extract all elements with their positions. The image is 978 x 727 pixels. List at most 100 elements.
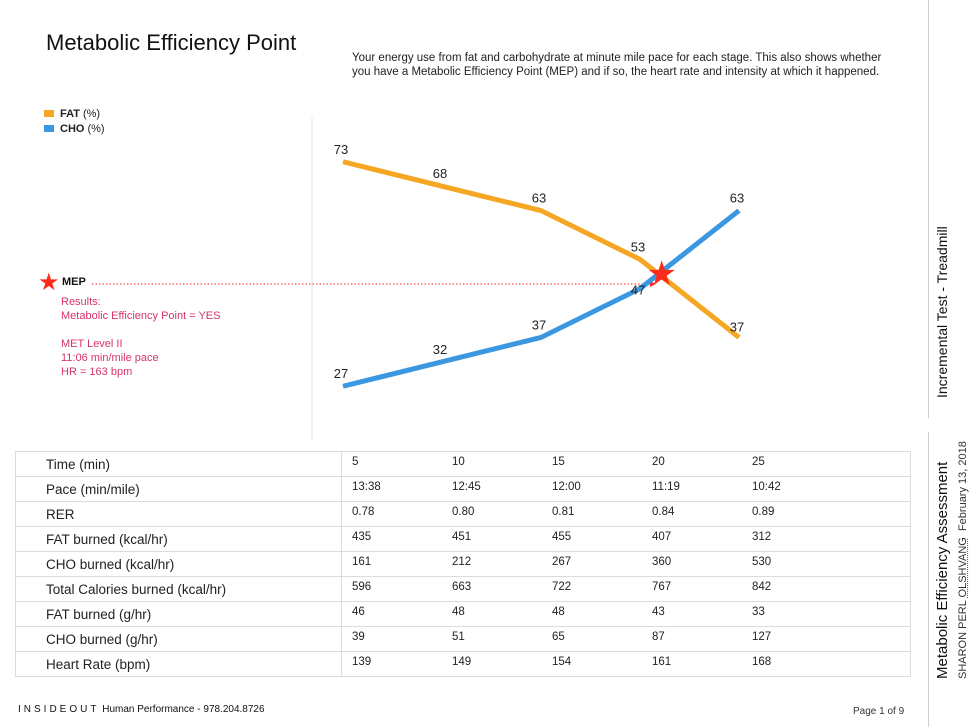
row-values: 39 51 65 87 127: [341, 626, 911, 652]
data-label: 73: [334, 142, 348, 157]
data-label: 68: [433, 166, 447, 181]
page-number: Page 1 of 9: [853, 706, 905, 717]
table-row: RER 0.78 0.80 0.81 0.84 0.89: [15, 501, 911, 527]
row-label: Total Calories burned (kcal/hr): [15, 576, 342, 602]
table-cell: 20: [652, 456, 665, 468]
table-cell: 127: [752, 631, 772, 643]
row-values: 13:38 12:45 12:00 11:19 10:42: [341, 476, 911, 502]
results-line: Metabolic Efficiency Point = YES: [61, 310, 221, 322]
row-values: 435 451 455 407 312: [341, 526, 911, 552]
client-first-name: SHARON PERL: [957, 597, 969, 679]
table-cell: 149: [452, 656, 472, 668]
page-title: Metabolic Efficiency Point: [46, 30, 297, 55]
table-cell: 455: [552, 531, 572, 543]
row-values: 0.78 0.80 0.81 0.84 0.89: [341, 501, 911, 527]
row-label: FAT burned (g/hr): [15, 601, 342, 627]
legend-item-fat: FAT (%): [44, 106, 105, 121]
table-row: CHO burned (g/hr) 39 51 65 87 127: [15, 626, 911, 652]
client-and-date: SHARON PERL OLSHVANG February 13, 2018: [957, 441, 969, 679]
table-row: Heart Rate (bpm) 139 149 154 161 168: [15, 651, 911, 677]
data-label: 37: [730, 319, 744, 334]
footer-brand: INSIDEOUT Human Performance - 978.204.87…: [18, 704, 265, 715]
table-cell: 13:38: [352, 481, 381, 493]
table-cell: 15: [552, 456, 565, 468]
table-cell: 767: [652, 581, 672, 593]
table-cell: 33: [752, 606, 765, 618]
legend-item-cho: CHO (%): [44, 121, 105, 136]
row-values: 46 48 48 43 33: [341, 601, 911, 627]
table-cell: 168: [752, 656, 772, 668]
brand-tagline: Human Performance - 978.204.8726: [102, 704, 265, 715]
chart-legend: FAT (%) CHO (%): [44, 106, 105, 136]
row-label: Pace (min/mile): [15, 476, 342, 502]
metabolic-chart: 73 68 63 53 37 27 32 37 47 63 ★: [92, 118, 744, 440]
table-cell: 596: [352, 581, 372, 593]
table-cell: 10:42: [752, 481, 781, 493]
table-cell: 0.84: [652, 506, 675, 518]
report-date: February 13, 2018: [957, 441, 969, 532]
table-cell: 407: [652, 531, 672, 543]
table-cell: 451: [452, 531, 472, 543]
legend-unit-cho: (%): [87, 122, 105, 135]
mep-label: MEP: [62, 276, 86, 288]
table-cell: 161: [352, 556, 372, 568]
row-values: 596 663 722 767 842: [341, 576, 911, 602]
brand-name: INSIDEOUT: [18, 704, 100, 715]
table-cell: 10: [452, 456, 465, 468]
table-cell: 0.81: [552, 506, 575, 518]
row-values: 161 212 267 360 530: [341, 551, 911, 577]
row-label: FAT burned (kcal/hr): [15, 526, 342, 552]
data-label: 63: [532, 191, 546, 206]
legend-unit-fat: (%): [82, 107, 101, 120]
table-cell: 5: [352, 456, 359, 468]
table-row: Pace (min/mile) 13:38 12:45 12:00 11:19 10:42: [15, 476, 911, 502]
metrics-table: Time (min) 5 10 15 20 25 Pace (min/mile) 13:38 1…: [15, 451, 911, 677]
table-cell: 12:00: [552, 481, 581, 493]
table-cell: 161: [652, 656, 672, 668]
table-cell: 48: [552, 606, 565, 618]
legend-swatch-cho: [44, 125, 54, 132]
side-divider: [928, 432, 929, 727]
table-cell: 530: [752, 556, 772, 568]
row-label: CHO burned (g/hr): [15, 626, 342, 652]
series-line-fat: [342, 159, 741, 340]
table-cell: 312: [752, 531, 772, 543]
page-description: Your energy use from fat and carbohydrat…: [352, 52, 882, 78]
table-row: Time (min) 5 10 15 20 25: [15, 451, 911, 477]
mep-results: Results: Metabolic Efficiency Point = YE…: [61, 295, 220, 379]
table-cell: 212: [452, 556, 472, 568]
table-row: FAT burned (g/hr) 46 48 48 43 33: [15, 601, 911, 627]
row-label: RER: [15, 501, 342, 527]
client-last-name: OLSHVANG: [957, 537, 969, 598]
table-cell: 435: [352, 531, 372, 543]
row-label: CHO burned (kcal/hr): [15, 551, 342, 577]
side-divider: [928, 0, 929, 418]
table-cell: 11:19: [652, 481, 680, 493]
table-cell: 0.80: [452, 506, 475, 518]
data-label: 27: [334, 366, 348, 381]
legend-swatch-fat: [44, 110, 54, 117]
row-values: 139 149 154 161 168: [341, 651, 911, 677]
table-cell: 65: [552, 631, 565, 643]
table-cell: 663: [452, 581, 472, 593]
row-values: 5 10 15 20 25: [341, 451, 911, 477]
report-title: Metabolic Efficiency Assessment: [934, 461, 951, 679]
table-cell: 46: [352, 606, 365, 618]
results-line: HR = 163 bpm: [61, 366, 133, 378]
table-cell: 87: [652, 631, 665, 643]
results-line: Results:: [61, 296, 101, 308]
table-cell: 267: [552, 556, 572, 568]
data-label: 32: [433, 342, 447, 357]
results-line: 11:06 min/mile pace: [61, 352, 159, 364]
data-label: 37: [532, 317, 546, 332]
table-cell: 154: [552, 656, 572, 668]
table-cell: 25: [752, 456, 765, 468]
row-label: Time (min): [15, 451, 342, 477]
mep-star-icon: ★: [647, 254, 677, 294]
table-row: FAT burned (kcal/hr) 435 451 455 407 312: [15, 526, 911, 552]
table-cell: 39: [352, 631, 365, 643]
legend-name-fat: FAT: [60, 107, 80, 120]
test-type: Incremental Test - Treadmill: [934, 226, 950, 398]
table-cell: 360: [652, 556, 672, 568]
data-label: 53: [631, 239, 645, 254]
